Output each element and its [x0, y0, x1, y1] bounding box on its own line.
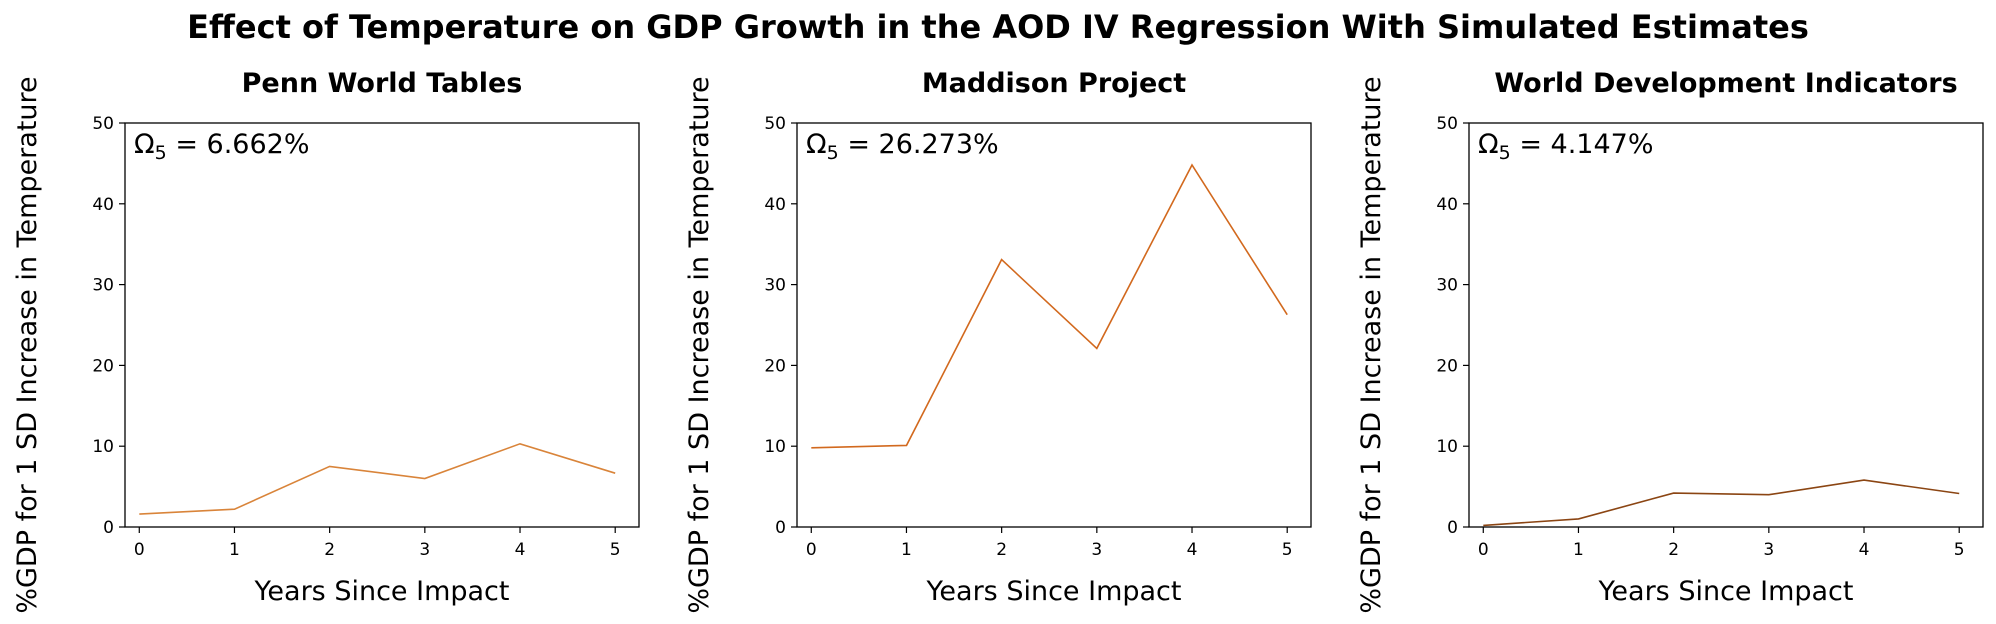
x-tick-label: 2	[324, 540, 335, 560]
x-tick-label: 5	[610, 540, 621, 560]
axes-frame	[125, 123, 639, 527]
x-axis-label: Years Since Impact	[926, 576, 1182, 607]
y-tick-label: 30	[92, 276, 114, 296]
x-tick-label: 4	[1859, 540, 1870, 560]
omega-annotation: Ω5 = 6.662%	[134, 129, 309, 164]
x-tick-label: 5	[1282, 540, 1293, 560]
y-axis-label: %GDP for 1 SD Increase in Temperature	[684, 76, 715, 613]
y-tick-label: 0	[775, 518, 786, 538]
y-tick-label: 40	[92, 195, 114, 215]
x-tick-label: 3	[419, 540, 430, 560]
x-tick-label: 4	[1187, 540, 1198, 560]
series-line	[1483, 480, 1959, 525]
y-axis-label: %GDP for 1 SD Increase in Temperature	[12, 76, 43, 613]
omega-annotation: Ω5 = 26.273%	[806, 129, 999, 164]
panel-title: Maddison Project	[922, 68, 1186, 99]
x-tick-label: 1	[229, 540, 240, 560]
x-tick-label: 2	[996, 540, 1007, 560]
y-tick-label: 0	[1447, 518, 1458, 538]
y-tick-label: 10	[1436, 437, 1458, 457]
x-axis-label: Years Since Impact	[1598, 576, 1854, 607]
x-tick-label: 2	[1668, 540, 1679, 560]
y-tick-label: 20	[764, 356, 786, 376]
y-tick-label: 50	[1436, 114, 1458, 134]
x-tick-label: 0	[806, 540, 817, 560]
y-tick-label: 10	[92, 437, 114, 457]
x-tick-label: 1	[901, 540, 912, 560]
y-tick-label: 40	[764, 195, 786, 215]
y-tick-label: 50	[92, 114, 114, 134]
y-tick-label: 10	[764, 437, 786, 457]
x-tick-label: 1	[1573, 540, 1584, 560]
y-tick-label: 40	[1436, 195, 1458, 215]
y-tick-label: 30	[764, 276, 786, 296]
y-tick-label: 50	[764, 114, 786, 134]
series-line	[811, 165, 1287, 448]
axes-frame	[797, 123, 1311, 527]
y-tick-label: 0	[103, 518, 114, 538]
y-tick-label: 20	[1436, 356, 1458, 376]
axes-frame	[1469, 123, 1983, 527]
series-line	[139, 444, 615, 514]
y-axis-label: %GDP for 1 SD Increase in Temperature	[1356, 76, 1387, 613]
panel-title: World Development Indicators	[1494, 68, 1957, 99]
x-axis-label: Years Since Impact	[254, 576, 510, 607]
y-tick-label: 30	[1436, 276, 1458, 296]
panel-title: Penn World Tables	[242, 68, 523, 99]
x-tick-label: 3	[1763, 540, 1774, 560]
x-tick-label: 0	[1478, 540, 1489, 560]
x-tick-label: 3	[1091, 540, 1102, 560]
y-tick-label: 20	[92, 356, 114, 376]
x-tick-label: 0	[134, 540, 145, 560]
x-tick-label: 5	[1954, 540, 1965, 560]
x-tick-label: 4	[515, 540, 526, 560]
omega-annotation: Ω5 = 4.147%	[1478, 129, 1653, 164]
